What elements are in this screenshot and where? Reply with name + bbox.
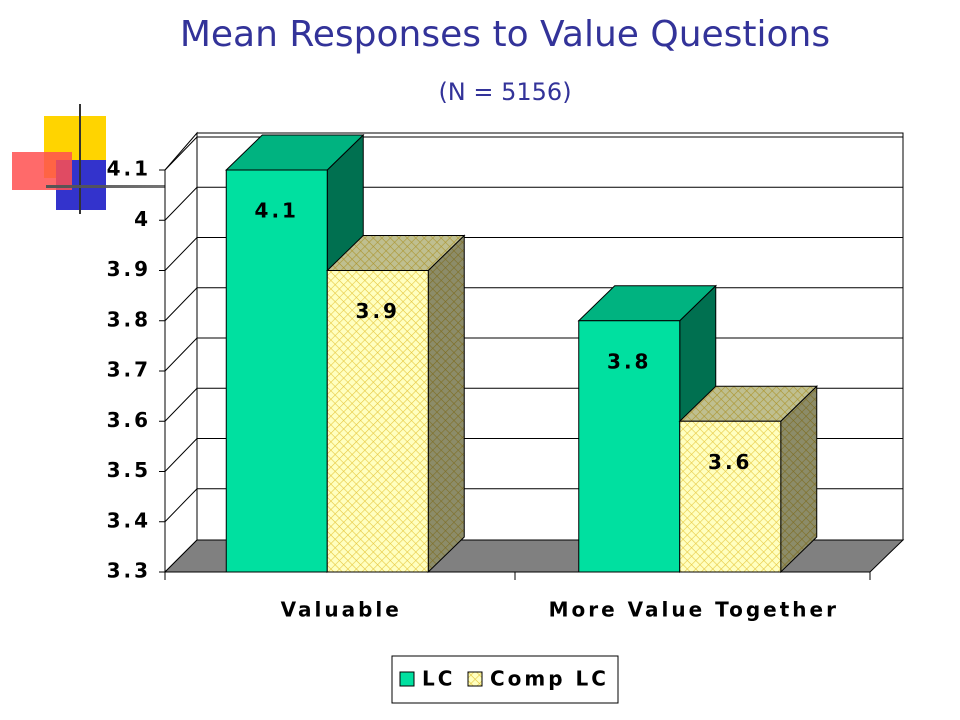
- y-tick-label: 3.7: [107, 358, 151, 382]
- chart-title: Mean Responses to Value Questions: [180, 14, 830, 55]
- y-tick-label: 3.6: [107, 408, 151, 432]
- x-tick-label: More Value Together: [549, 598, 839, 622]
- legend-swatch: [467, 671, 483, 687]
- legend-label: LC: [422, 667, 455, 691]
- bar-front: [326, 270, 429, 573]
- side-wall: [164, 131, 198, 574]
- bar-front: [578, 320, 681, 573]
- grid-line: [164, 186, 903, 221]
- bar: [326, 234, 466, 574]
- grid-line: [164, 237, 903, 271]
- y-tick-label: 4.1: [107, 157, 151, 181]
- chart-subtitle: (N = 5156): [438, 78, 571, 106]
- y-tick-label: 3.3: [107, 559, 151, 583]
- bar-front: [225, 169, 328, 573]
- bar: [678, 385, 818, 574]
- x-tick-label: Valuable: [281, 598, 402, 622]
- data-label: 3.6: [708, 450, 752, 474]
- y-tick-label: 3.4: [107, 508, 151, 532]
- y-tick-label: 3.8: [107, 307, 151, 331]
- y-tick-label: 3.5: [107, 458, 151, 482]
- bar-top-shade: [327, 235, 465, 271]
- bar-front: [679, 420, 782, 573]
- legend-swatch: [399, 671, 415, 687]
- data-label: 3.8: [607, 349, 651, 373]
- legend: [391, 655, 619, 704]
- legend-label: Comp LC: [490, 667, 609, 691]
- data-label: 4.1: [255, 199, 299, 223]
- bar-top-shade: [226, 135, 364, 170]
- bar-side-shade: [428, 235, 465, 572]
- bar-top-shade: [679, 386, 817, 422]
- bar-side-shade: [780, 386, 817, 572]
- bar-top-shade: [578, 285, 716, 321]
- y-tick-label: 4: [134, 207, 151, 231]
- data-label: 3.9: [356, 299, 400, 323]
- y-tick-label: 3.9: [107, 257, 151, 281]
- grid-line: [164, 136, 903, 171]
